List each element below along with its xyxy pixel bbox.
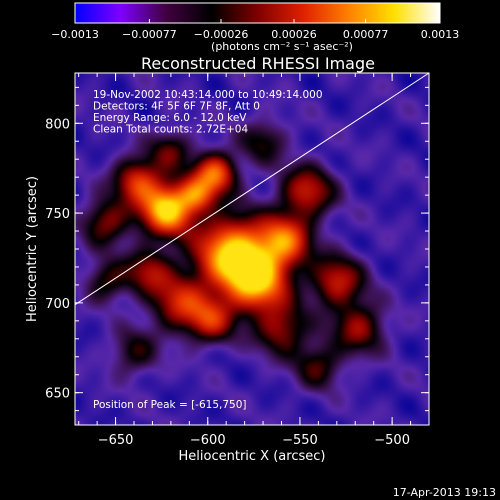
info-line: 19-Nov-2002 10:43:14.000 to 10:49:14.000 [93, 89, 323, 101]
info-line: Energy Range: 6.0 - 12.0 keV [93, 112, 247, 124]
colorbar-tick-label: −0.00026 [194, 28, 249, 41]
y-axis-label: Heliocentric Y (arcsec) [25, 176, 40, 322]
y-tick-label: 750 [45, 207, 70, 222]
chart-title: Reconstructed RHESSI Image [141, 54, 375, 73]
footer-timestamp: 17-Apr-2013 19:13 [393, 486, 496, 499]
x-tick-label: −650 [98, 433, 134, 448]
x-tick-label: −600 [190, 433, 226, 448]
info-line: Clean Total counts: 2.72E+04 [93, 124, 248, 136]
x-tick-label: −500 [374, 433, 410, 448]
peak-position-label: Position of Peak = [-615,750] [93, 399, 247, 411]
info-line: Detectors: 4F 5F 6F 7F 8F, Att 0 [93, 101, 260, 113]
y-tick-label: 650 [45, 387, 70, 402]
colorbar-tick-label: −0.00077 [122, 28, 177, 41]
colorbar-tick-label: 0.00026 [271, 28, 317, 41]
x-axis-label: Heliocentric X (arcsec) [179, 449, 326, 464]
y-tick-label: 700 [45, 297, 70, 312]
x-tick-label: −550 [282, 433, 318, 448]
colorbar-unit-label: (photons cm⁻² s⁻¹ asec⁻²) [211, 40, 353, 53]
heatmap-image [75, 73, 429, 425]
colorbar-tick-label: 0.0013 [421, 28, 460, 41]
colorbar-tick-label: −0.0013 [51, 28, 99, 41]
colorbar-tick-label: 0.00077 [343, 28, 389, 41]
y-tick-label: 800 [45, 117, 70, 132]
solar-limb-line [74, 72, 430, 306]
colorbar [74, 2, 441, 24]
